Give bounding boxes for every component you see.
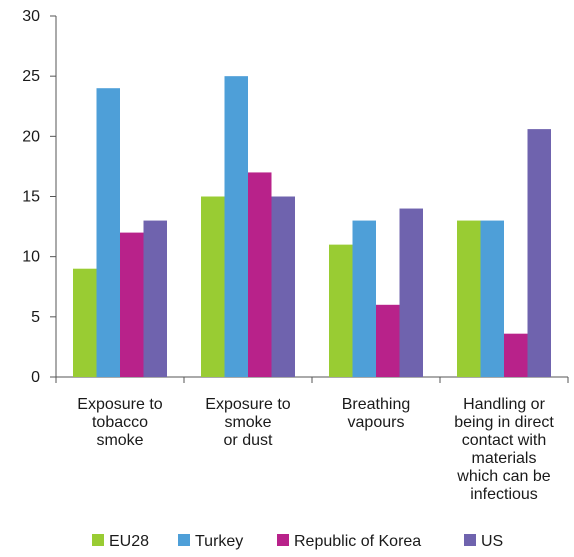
bar [504, 333, 528, 377]
legend-label: Republic of Korea [294, 533, 421, 550]
x-category-label-line: smoke [224, 414, 271, 431]
x-category-label-line: tobacco [92, 414, 148, 431]
bar [224, 76, 248, 378]
bar [376, 304, 400, 377]
legend-label: US [481, 533, 503, 550]
x-category-label-line: or dust [224, 432, 273, 449]
y-tick-label: 30 [22, 8, 40, 25]
y-tick-label: 5 [31, 309, 40, 326]
legend-swatch [178, 534, 190, 546]
y-tick-label: 10 [22, 249, 40, 266]
legend-swatch [464, 534, 476, 546]
bar [399, 208, 423, 377]
x-axis [55, 376, 569, 383]
y-tick-label: 20 [22, 128, 40, 145]
bar-series-group [73, 76, 551, 378]
x-category-label-line: contact with [462, 432, 546, 449]
x-category-label: Handling or being in direct contact with ma… [454, 396, 554, 503]
bar [527, 129, 551, 377]
bar [457, 220, 481, 377]
x-category-label: Breathing vapours [342, 396, 411, 431]
bar [248, 172, 272, 377]
x-category-label-line: Exposure to [77, 396, 162, 413]
bar [329, 244, 353, 377]
bar [120, 232, 144, 377]
bar [352, 220, 376, 377]
x-category-label-line: infectious [470, 486, 538, 503]
x-category-label-line: smoke [96, 432, 143, 449]
y-axis: 0 5 10 15 20 25 30 [22, 8, 57, 386]
bar [96, 88, 120, 377]
bar [271, 196, 295, 377]
legend: EU28 Turkey Republic of Korea US [92, 533, 503, 550]
x-category-label-line: being in direct [454, 414, 554, 431]
x-category-label-line: Breathing [342, 396, 411, 413]
x-category-label: Exposure to tobacco smoke [77, 396, 162, 449]
x-category-label-line: Handling or [463, 396, 546, 413]
bar [143, 220, 167, 377]
bar [480, 220, 504, 377]
y-tick-label: 15 [22, 189, 40, 206]
x-category-label-line: which can be [456, 468, 550, 485]
x-category-label-line: vapours [348, 414, 405, 431]
x-category-label-line: materials [472, 450, 537, 467]
legend-label: EU28 [109, 533, 149, 550]
bar [73, 268, 97, 377]
y-tick-label: 25 [22, 68, 40, 85]
y-tick-label: 0 [31, 369, 40, 386]
legend-swatch [92, 534, 104, 546]
bar [201, 196, 225, 377]
x-category-label: Exposure to smoke or dust [205, 396, 290, 449]
x-category-label-line: Exposure to [205, 396, 290, 413]
legend-swatch [277, 534, 289, 546]
legend-label: Turkey [195, 533, 243, 550]
